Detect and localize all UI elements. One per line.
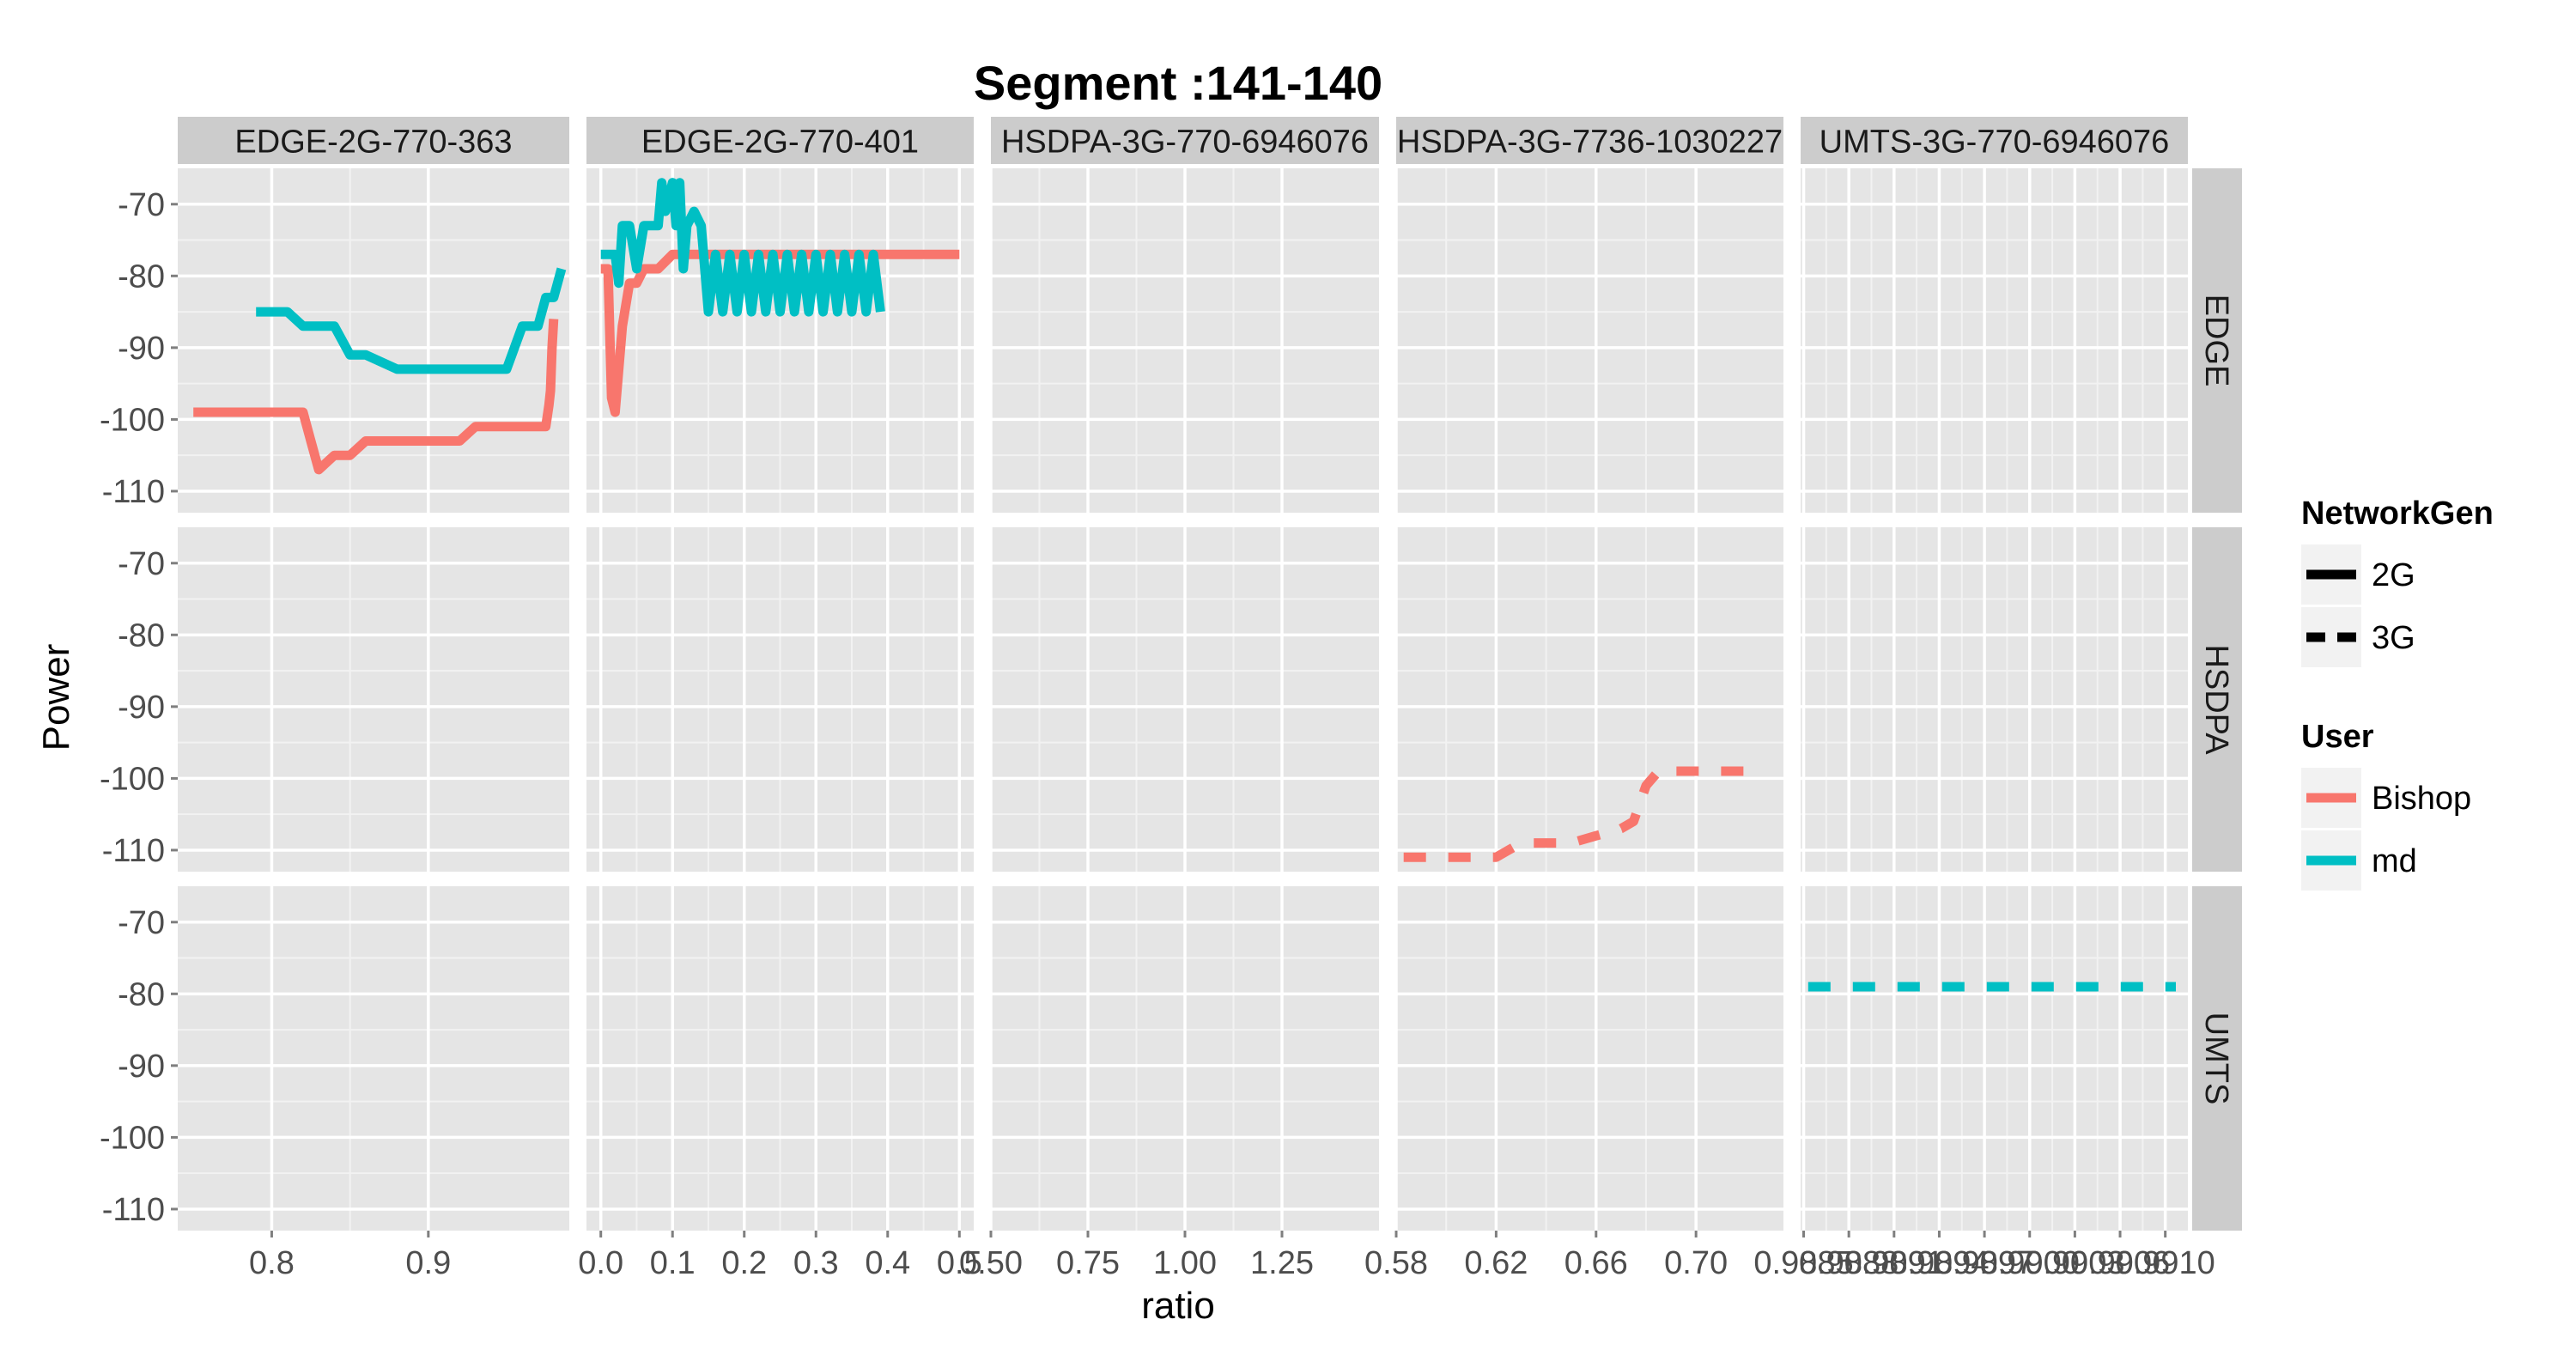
y-tick-label: -80	[118, 976, 165, 1012]
x-tick-label: 1.00	[1153, 1245, 1217, 1281]
x-tick-label: 0.5	[937, 1245, 982, 1281]
y-tick-label: -100	[100, 402, 165, 438]
x-axis-title: ratio	[1141, 1285, 1215, 1327]
x-tick-label: 0.62	[1464, 1245, 1528, 1281]
x-tick-label: 0.9910	[2116, 1245, 2215, 1281]
y-tick-label: -90	[118, 331, 165, 367]
y-tick-label: -70	[118, 187, 165, 223]
legend-title-user: User	[2301, 719, 2374, 755]
panel-umts-hsdpa-3g-7736-1030227	[1396, 886, 1783, 1231]
x-tick-label: 0.9894	[1889, 1245, 1989, 1281]
y-tick-label: -100	[100, 761, 165, 797]
y-tick-label: -110	[102, 833, 165, 869]
panel-hsdpa-umts-3g-770-6946076	[1801, 527, 2188, 872]
x-tick-label: 0.66	[1564, 1245, 1628, 1281]
panel-edge-umts-3g-770-6946076	[1801, 168, 2188, 513]
strip-label-hsdpa-3g-7736-1030227: HSDPA-3G-7736-1030227	[1397, 125, 1783, 161]
x-tick-label: 0.8	[249, 1245, 295, 1281]
y-tick-label: -100	[100, 1120, 165, 1156]
strip-label-edge: EDGE	[2198, 295, 2234, 387]
strip-column-edge-2g-770-363	[178, 117, 569, 164]
x-tick-label: 0.9885	[1753, 1245, 1853, 1281]
strip-column-hsdpa-3g-770-6946076	[991, 117, 1379, 164]
series-line-bishop-3g-4	[1403, 766, 1747, 862]
strip-label-hsdpa: HSDPA	[2198, 644, 2234, 755]
series-line-bishop-2g-0	[193, 319, 559, 475]
panel-edge-edge-2g-770-363	[178, 168, 569, 513]
x-tick-label: 0.3	[793, 1245, 839, 1281]
y-tick-label: -110	[102, 1192, 165, 1228]
x-tick-label: 0.75	[1056, 1245, 1120, 1281]
y-tick-label: -90	[118, 690, 165, 726]
legend-label-md: md	[2372, 843, 2417, 879]
x-tick-label: 0.1	[650, 1245, 696, 1281]
x-tick-label: 0.9891	[1844, 1245, 1944, 1281]
legend-label-2g: 2G	[2372, 557, 2415, 593]
strip-column-umts-3g-770-6946076	[1801, 117, 2188, 164]
panel-umts-edge-2g-770-363	[178, 886, 569, 1231]
strip-column-hsdpa-3g-7736-1030227	[1396, 117, 1783, 164]
series-line-md-2g-1	[256, 267, 567, 374]
strip-row-hsdpa	[2192, 527, 2242, 872]
strip-column-edge-2g-770-401	[586, 117, 974, 164]
x-tick-label: 0.4	[865, 1245, 910, 1281]
y-tick-label: -80	[118, 617, 165, 654]
series-line-md-2g-3	[600, 178, 885, 317]
legend-label-bishop: Bishop	[2372, 781, 2471, 817]
x-tick-label: 0.9906	[2070, 1245, 2170, 1281]
strip-label-edge-2g-770-363: EDGE-2G-770-363	[234, 125, 512, 161]
strip-label-hsdpa-3g-770-6946076: HSDPA-3G-770-6946076	[1001, 125, 1369, 161]
x-tick-label: 0.0	[578, 1245, 623, 1281]
x-tick-label: 0.9900	[1980, 1245, 2080, 1281]
strip-row-umts	[2192, 886, 2242, 1231]
x-tick-label: 0.50	[959, 1245, 1023, 1281]
strip-label-umts: UMTS	[2198, 1012, 2234, 1105]
y-tick-label: -70	[118, 905, 165, 941]
strip-label-edge-2g-770-401: EDGE-2G-770-401	[641, 125, 919, 161]
y-tick-label: -90	[118, 1049, 165, 1085]
strip-label-umts-3g-770-6946076: UMTS-3G-770-6946076	[1820, 125, 2170, 161]
panel-hsdpa-edge-2g-770-363	[178, 527, 569, 872]
legend-title-networkgen: NetworkGen	[2301, 496, 2494, 532]
series-line-bishop-2g-2	[600, 249, 960, 417]
strip-row-edge	[2192, 168, 2242, 513]
y-tick-label: -70	[118, 546, 165, 582]
y-tick-label: -80	[118, 258, 165, 295]
legend-label-3g: 3G	[2372, 620, 2415, 656]
x-tick-label: 1.25	[1250, 1245, 1314, 1281]
x-tick-label: 0.9903	[2025, 1245, 2124, 1281]
panel-hsdpa-hsdpa-3g-7736-1030227	[1396, 527, 1783, 872]
x-tick-label: 0.9888	[1799, 1245, 1899, 1281]
x-tick-label: 0.2	[721, 1245, 767, 1281]
x-tick-label: 0.70	[1664, 1245, 1728, 1281]
x-tick-label: 0.58	[1364, 1245, 1428, 1281]
x-tick-label: 0.9	[405, 1245, 451, 1281]
y-axis-title: Power	[35, 644, 77, 751]
y-tick-label: -110	[102, 474, 165, 510]
chart-title: Segment :141-140	[974, 56, 1382, 110]
panel-umts-umts-3g-770-6946076	[1801, 886, 2188, 1231]
x-tick-label: 0.9897	[1935, 1245, 2034, 1281]
panel-edge-hsdpa-3g-7736-1030227	[1396, 168, 1783, 513]
